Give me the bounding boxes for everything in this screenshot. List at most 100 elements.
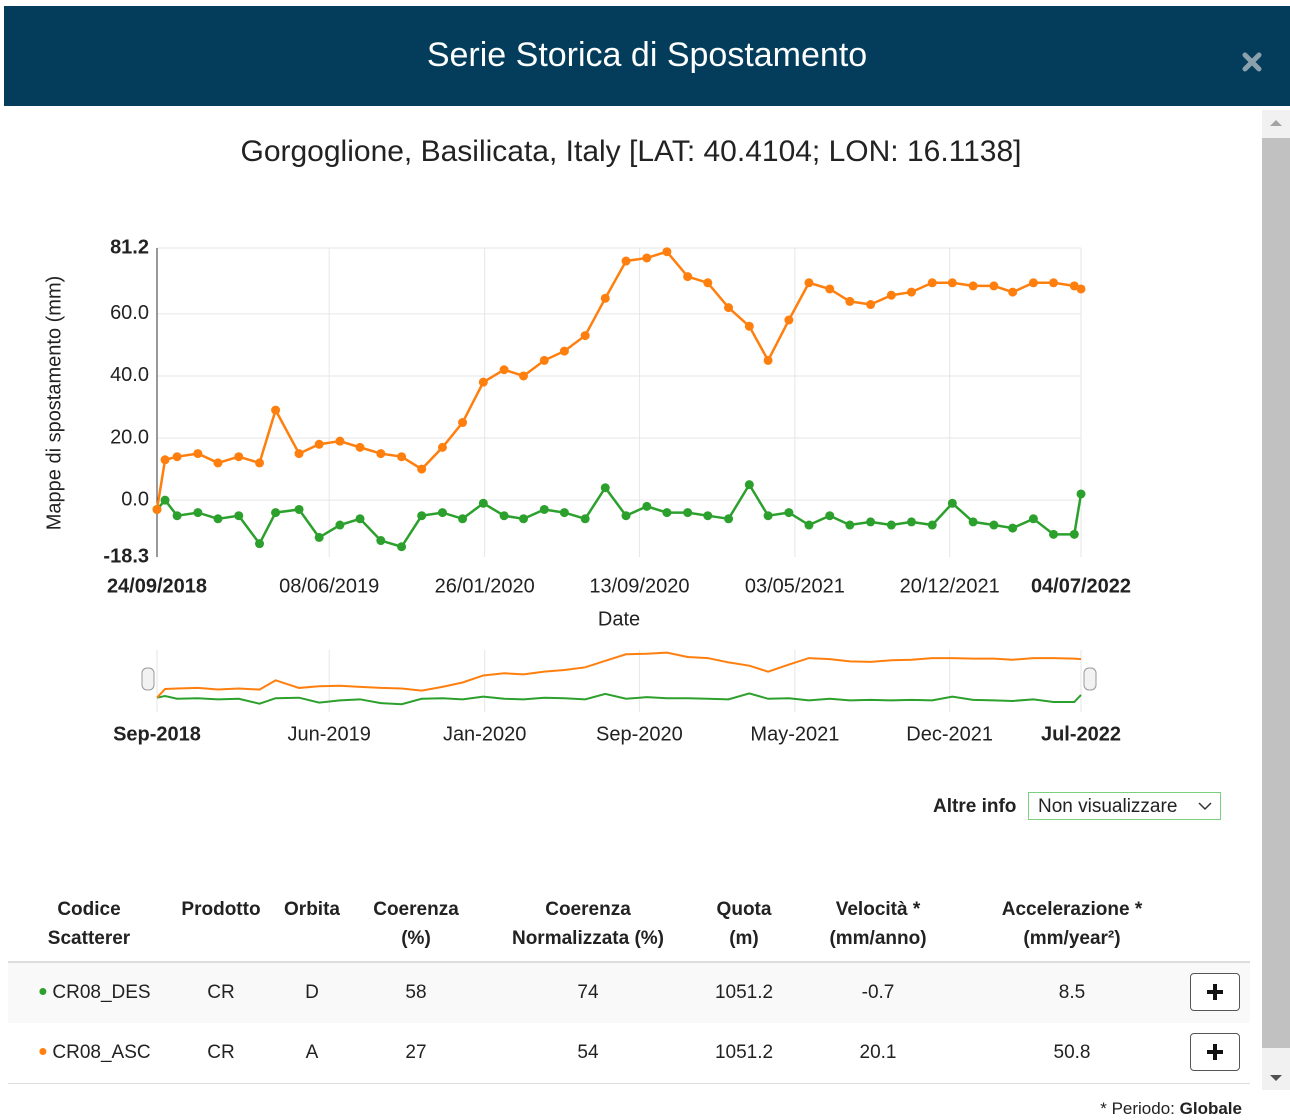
- x-tick-label: 20/12/2021: [900, 575, 1000, 597]
- header-line: (mm/year²): [1023, 928, 1121, 949]
- y-tick-label: 60.0: [110, 302, 149, 324]
- data-point: [152, 504, 162, 514]
- data-point: [642, 253, 652, 263]
- navigator-handle[interactable]: [1083, 667, 1097, 691]
- row-color-dot: [39, 988, 47, 995]
- data-point: [906, 287, 916, 297]
- modal-header: Serie Storica di Spostamento: [4, 6, 1290, 106]
- x-tick-label: 04/07/2022: [1031, 575, 1131, 597]
- data-point: [234, 452, 244, 462]
- data-point: [193, 508, 203, 518]
- data-point: [600, 483, 610, 493]
- data-point: [662, 508, 672, 518]
- data-point: [271, 405, 281, 415]
- data-point: [160, 455, 170, 465]
- data-point: [947, 498, 957, 508]
- scroll-thumb[interactable]: [1262, 138, 1290, 1048]
- table-cell: 58: [405, 982, 427, 1003]
- data-point: [255, 458, 265, 468]
- header-line: Coerenza: [373, 899, 459, 920]
- data-point: [703, 278, 713, 288]
- header-line: Scatterer: [47, 928, 131, 949]
- data-point: [804, 520, 814, 530]
- chart: -18.3 0.0 20.0 40.0 60.0 81.2 24/09/2018 08/06/…: [43, 236, 1131, 745]
- data-point: [784, 315, 794, 325]
- data-point: [600, 293, 610, 303]
- table-cell: CR08_ASC: [39, 1042, 151, 1064]
- location-title: Gorgoglione, Basilicata, Italy [LAT: 40.…: [240, 135, 1022, 168]
- data-point: [1028, 514, 1038, 524]
- navigator-tick-label: May-2021: [750, 723, 839, 745]
- data-point: [417, 464, 427, 474]
- table-cell: CR08_DES: [39, 982, 151, 1004]
- data-point: [458, 514, 468, 524]
- data-point: [335, 436, 345, 446]
- table-cell: D: [305, 982, 319, 1003]
- data-point: [1008, 523, 1018, 533]
- data-point: [294, 504, 304, 514]
- data-point: [744, 321, 754, 331]
- data-point: [271, 508, 281, 518]
- data-point: [1028, 278, 1038, 288]
- data-point: [172, 452, 182, 462]
- data-point: [314, 439, 324, 449]
- navigator-handle[interactable]: [141, 667, 155, 691]
- data-point: [355, 442, 365, 452]
- data-point: [234, 511, 244, 521]
- data-point: [1049, 278, 1059, 288]
- table-cell: 27: [405, 1042, 427, 1063]
- data-point: [539, 504, 549, 514]
- table-cell: -0.7: [861, 982, 895, 1003]
- navigator-tick-label: Dec-2021: [906, 723, 993, 745]
- data-point: [825, 511, 835, 521]
- data-point: [397, 542, 407, 552]
- column-header: Prodotto: [181, 895, 260, 924]
- data-point: [376, 449, 386, 459]
- y-tick-label: -18.3: [103, 545, 149, 567]
- altre-info-label: Altre info: [933, 796, 1017, 817]
- data-point: [825, 284, 835, 294]
- table-cell: CR: [207, 982, 235, 1003]
- table-cell: A: [305, 1042, 319, 1063]
- data-point: [744, 480, 754, 490]
- x-axis-label: Date: [598, 608, 640, 630]
- y-tick-label: 0.0: [121, 488, 149, 510]
- table-cell: 1051.2: [714, 982, 774, 1003]
- table-row: [8, 1023, 1250, 1084]
- expand-button[interactable]: [1190, 973, 1240, 1011]
- data-point: [335, 520, 345, 530]
- data-point: [478, 498, 488, 508]
- expand-button[interactable]: [1190, 1033, 1240, 1071]
- column-header: Orbita: [284, 895, 340, 924]
- data-point: [1008, 287, 1018, 297]
- data-point: [927, 520, 937, 530]
- x-tick-label: 26/01/2020: [435, 575, 535, 597]
- header-line: (m): [729, 928, 759, 949]
- data-point: [314, 532, 324, 542]
- close-button[interactable]: [1242, 52, 1262, 72]
- data-point: [580, 514, 590, 524]
- scroll-up[interactable]: [1262, 113, 1290, 133]
- altre-info-select[interactable]: Non visualizzare: [1028, 792, 1221, 820]
- data-point: [1076, 284, 1086, 294]
- data-point: [580, 331, 590, 341]
- data-point: [927, 278, 937, 288]
- data-point: [866, 300, 876, 310]
- data-point: [947, 278, 957, 288]
- table-cell: 8.5: [1058, 982, 1086, 1003]
- header-line: (mm/anno): [829, 928, 927, 949]
- y-tick-label: 81.2: [110, 236, 149, 258]
- data-point: [499, 511, 509, 521]
- data-point: [703, 511, 713, 521]
- data-point: [989, 520, 999, 530]
- scroll-down[interactable]: [1262, 1068, 1290, 1088]
- x-tick-label: 13/09/2020: [589, 575, 689, 597]
- table-cell: 50.8: [1053, 1042, 1091, 1063]
- data-point: [172, 511, 182, 521]
- data-point: [397, 452, 407, 462]
- plus-icon: [1207, 1044, 1223, 1060]
- data-point: [662, 247, 672, 257]
- navigator-tick-label: Jun-2019: [287, 723, 370, 745]
- header-line: Normalizzata (%): [511, 928, 665, 949]
- data-point: [559, 508, 569, 518]
